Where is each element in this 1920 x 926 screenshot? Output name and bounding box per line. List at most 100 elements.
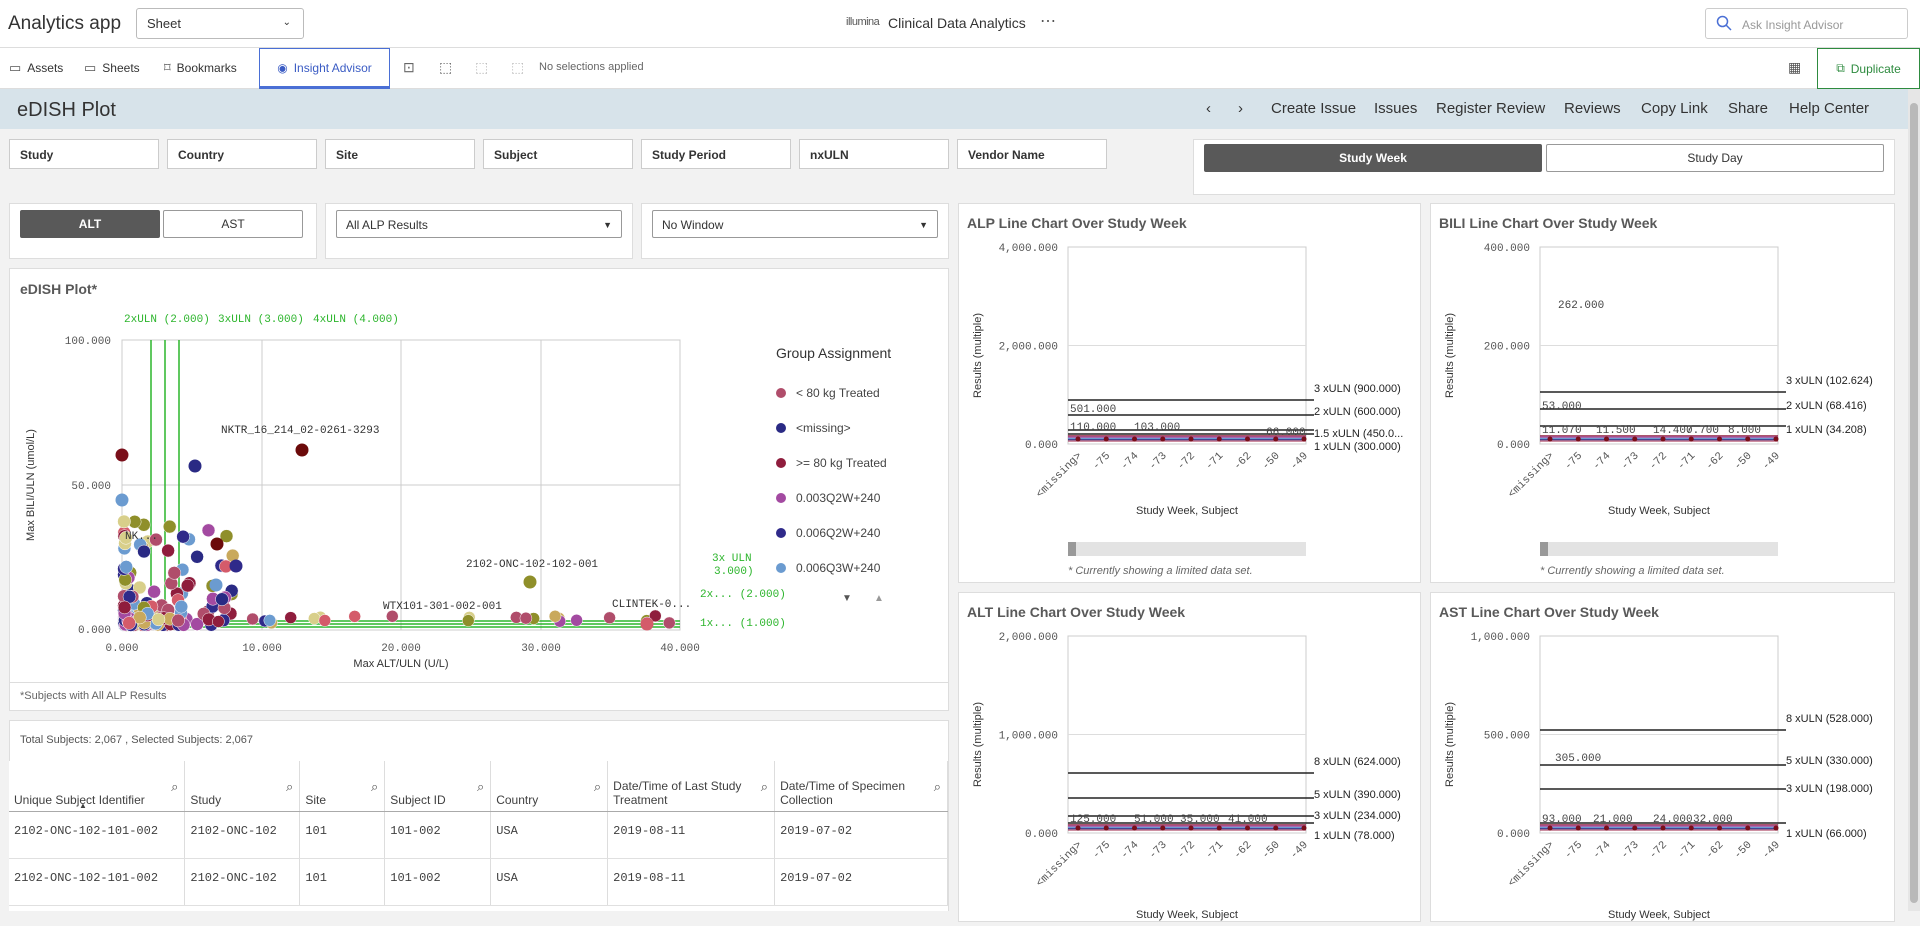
data-point[interactable]	[1075, 825, 1081, 831]
data-point[interactable]	[1547, 436, 1553, 442]
scatter-point[interactable]	[137, 544, 151, 559]
data-point[interactable]	[1103, 436, 1109, 442]
table-cell[interactable]: 101	[299, 811, 386, 859]
data-point[interactable]	[1132, 436, 1137, 442]
data-point[interactable]	[1160, 825, 1166, 831]
table-row[interactable]: 2102-ONC-102-101-002 2102-ONC-102 101 101-0…	[9, 858, 948, 906]
scatter-point[interactable]	[212, 615, 225, 628]
scatter-point[interactable]	[122, 616, 136, 630]
legend-item[interactable]: 0.006Q2W+240	[776, 515, 936, 550]
filter-country[interactable]: Country	[167, 139, 317, 169]
filter-site[interactable]: Site	[325, 139, 475, 169]
scatter-point[interactable]	[229, 559, 243, 573]
range-scrollbar-handle[interactable]	[1068, 542, 1076, 556]
data-point[interactable]	[1216, 436, 1222, 442]
legend-scroll-down-icon[interactable]: ▼	[842, 593, 852, 604]
share-link[interactable]: Share	[1728, 100, 1769, 117]
col-specimen-collection[interactable]: Date/Time of Specimen Collection ⌕	[774, 761, 948, 812]
scatter-point[interactable]	[548, 610, 562, 623]
data-point[interactable]	[1075, 436, 1081, 442]
ast-line-chart[interactable]: AST Line Chart Over Study Week 1,000.000 5…	[1431, 593, 1896, 923]
scatter-point[interactable]	[219, 529, 234, 543]
table-cell[interactable]: 2019-08-11	[607, 811, 776, 859]
alp-line-chart[interactable]: ALP Line Chart Over Study Week 4,000.000 2…	[959, 204, 1422, 584]
filter-nxuln[interactable]: nxULN	[799, 139, 949, 169]
table-cell[interactable]: 2102-ONC-102	[184, 811, 301, 859]
help-center-link[interactable]: Help Center	[1789, 100, 1870, 117]
scatter-point[interactable]	[174, 599, 189, 614]
legend-item[interactable]: <missing>	[776, 410, 936, 445]
col-last-treatment[interactable]: Date/Time of Last Study Treatment ⌕	[607, 761, 776, 812]
duplicate-button[interactable]: ⧉ Duplicate	[1817, 48, 1920, 89]
scatter-point[interactable]	[151, 612, 166, 627]
alt-line-chart[interactable]: ALT Line Chart Over Study Week 2,000.000 1…	[959, 593, 1422, 923]
search-icon[interactable]: ⌕	[286, 779, 294, 794]
scatter-point[interactable]	[295, 443, 309, 457]
col-study[interactable]: Study ⌕	[184, 761, 301, 812]
data-point[interactable]	[1632, 825, 1638, 831]
search-icon[interactable]: ⌕	[171, 779, 179, 794]
data-point[interactable]	[1660, 825, 1666, 831]
table-row[interactable]: 2102-ONC-102-101-002 2102-ONC-102 101 101-0…	[9, 811, 948, 859]
table-cell[interactable]: 101	[299, 858, 386, 906]
scatter-point[interactable]	[519, 611, 533, 625]
scatter-point[interactable]	[147, 584, 161, 599]
data-point[interactable]	[1745, 825, 1751, 831]
scatter-point[interactable]	[133, 610, 147, 625]
scatter-point[interactable]	[115, 448, 129, 462]
scatter-point[interactable]	[640, 617, 654, 631]
filter-study[interactable]: Study	[9, 139, 159, 169]
scatter-point[interactable]	[263, 614, 277, 627]
study-day-button[interactable]: Study Day	[1546, 144, 1884, 172]
table-cell[interactable]: 2019-08-11	[607, 858, 776, 906]
search-icon[interactable]: ⌕	[593, 779, 602, 794]
search-icon[interactable]: ⌕	[760, 779, 769, 794]
window-dropdown[interactable]: No Window ▼	[652, 210, 938, 238]
data-point[interactable]	[1216, 825, 1222, 831]
alp-results-dropdown[interactable]: All ALP Results ▼	[336, 210, 622, 238]
bookmarks-button[interactable]: ⌑ Bookmarks	[164, 60, 237, 76]
range-scrollbar[interactable]	[1068, 542, 1306, 556]
scatter-point[interactable]	[348, 610, 361, 623]
legend-item[interactable]: < 80 kg Treated	[776, 375, 936, 410]
scatter-point[interactable]	[161, 543, 175, 558]
search-icon[interactable]: ⌕	[371, 779, 379, 794]
create-issue-link[interactable]: Create Issue	[1271, 100, 1357, 117]
table-cell[interactable]: 2019-07-02	[774, 811, 948, 859]
data-point[interactable]	[1132, 825, 1137, 831]
assets-button[interactable]: ▭ Assets	[9, 60, 63, 76]
data-point[interactable]	[1604, 436, 1609, 442]
col-subject-id[interactable]: Subject ID ⌕	[384, 761, 492, 812]
scatter-point[interactable]	[162, 519, 177, 534]
col-site[interactable]: Site ⌕	[299, 761, 386, 812]
issues-link[interactable]: Issues	[1374, 100, 1418, 117]
data-point[interactable]	[1273, 825, 1279, 831]
data-point[interactable]	[1745, 436, 1751, 442]
legend-scroll-up-icon[interactable]: ▲	[874, 593, 884, 604]
copy-link-link[interactable]: Copy Link	[1641, 100, 1708, 117]
scatter-point[interactable]	[246, 612, 259, 626]
scrollbar-thumb[interactable]	[1910, 103, 1918, 903]
search-icon[interactable]: ⌕	[476, 779, 485, 794]
data-point[interactable]	[1188, 825, 1194, 831]
table-cell[interactable]: 101-002	[384, 858, 492, 906]
table-cell[interactable]: 2102-ONC-102-101-002	[9, 811, 186, 859]
sheets-button[interactable]: ▭ Sheets	[84, 60, 140, 76]
data-point[interactable]	[1301, 436, 1307, 442]
insight-advisor-button[interactable]: ◉ Insight Advisor	[259, 48, 390, 89]
scatter-point[interactable]	[570, 614, 583, 627]
data-point[interactable]	[1160, 436, 1166, 442]
edish-scatter-chart[interactable]: 2xULN (2.000) 3xULN (3.000) 4xULN (4.000…	[10, 269, 950, 679]
study-week-button[interactable]: Study Week	[1204, 144, 1542, 172]
table-cell[interactable]: 2019-07-02	[774, 858, 948, 906]
table-cell[interactable]: USA	[490, 811, 609, 859]
data-point[interactable]	[1773, 436, 1779, 442]
data-point[interactable]	[1717, 436, 1722, 442]
scatter-point[interactable]	[171, 613, 185, 628]
scatter-point[interactable]	[190, 617, 204, 631]
search-icon[interactable]: ⌕	[933, 779, 941, 794]
data-point[interactable]	[1245, 436, 1250, 442]
scatter-point[interactable]	[117, 600, 132, 615]
table-cell[interactable]: 101-002	[384, 811, 492, 859]
table-cell[interactable]: 2102-ONC-102-101-002	[9, 858, 186, 906]
